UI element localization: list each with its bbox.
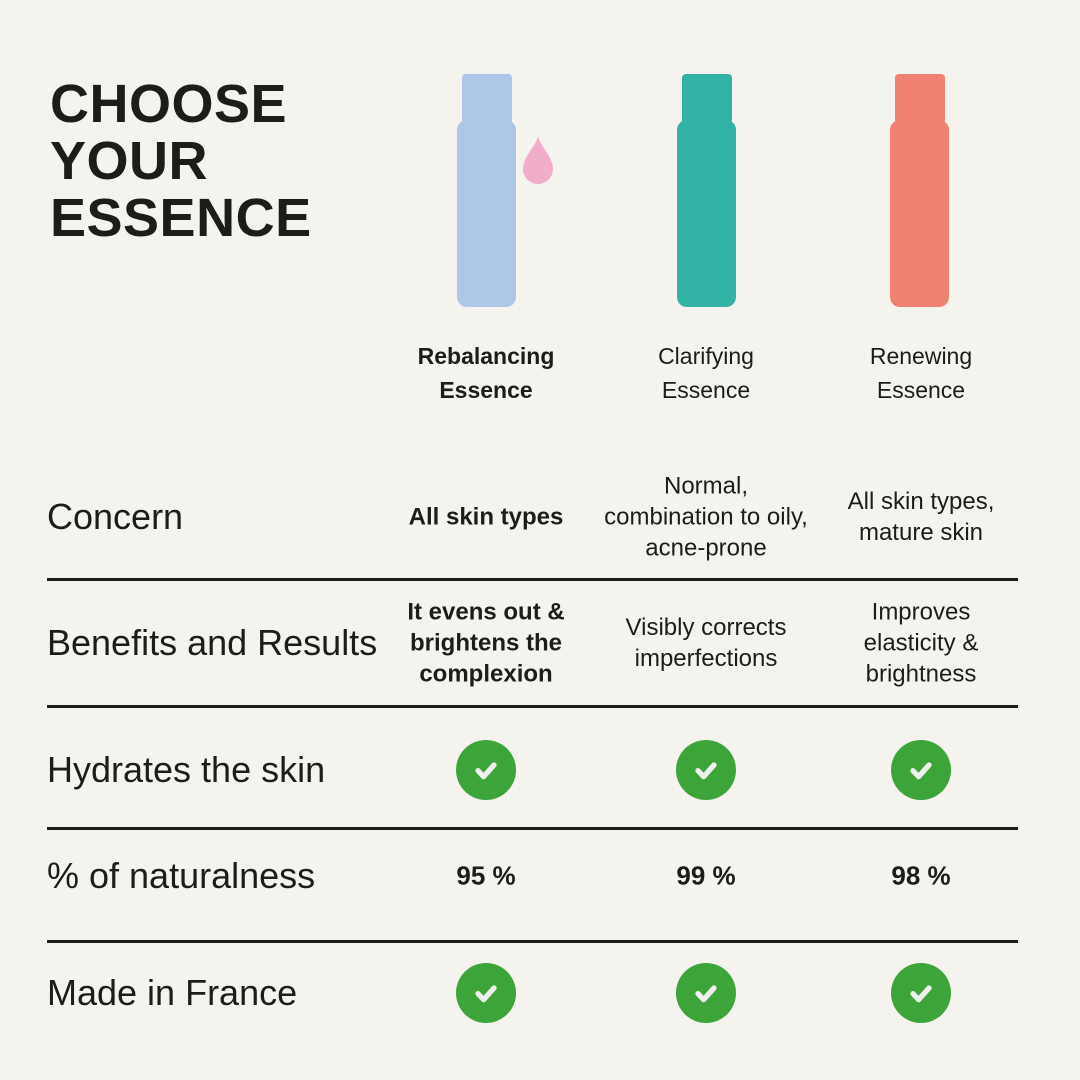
bottle-cap [461, 74, 512, 122]
cell-naturalness-rebalancing: 95 % [456, 860, 516, 891]
check-circle-icon [891, 963, 951, 1023]
cell-naturalness-renewing: 98 % [891, 860, 951, 891]
row-label-naturalness: % of naturalness [47, 855, 316, 896]
cell-concern-clarifying: Normal, combination to oily, acne-prone [604, 472, 808, 562]
product-name-clarifying: Clarifying Essence [658, 343, 754, 403]
bottle-body [677, 120, 736, 307]
check-mark [910, 762, 932, 780]
page-title: CHOOSE YOUR ESSENCE [50, 74, 312, 248]
row-label-made-in-france: Made in France [47, 972, 298, 1013]
divider [47, 705, 1018, 708]
cell-benefits-rebalancing: It evens out & brightens the complexion [407, 598, 565, 688]
cell-naturalness-clarifying: 99 % [676, 860, 736, 891]
cell-benefits-clarifying: Visibly corrects imperfections [625, 614, 787, 672]
check-circle-icon [456, 963, 516, 1023]
product-name-renewing: Renewing Essence [869, 343, 973, 403]
divider [47, 578, 1018, 581]
row-label-benefits: Benefits and Results [47, 622, 378, 663]
bottle-body [457, 120, 516, 307]
check-circle-icon [676, 740, 736, 800]
bottle-body [890, 120, 949, 307]
row-label-hydrates: Hydrates the skin [47, 749, 326, 790]
check-mark [910, 985, 932, 1003]
cell-concern-renewing: All skin types, mature skin [847, 488, 995, 546]
cell-concern-rebalancing: All skin types [408, 503, 564, 531]
check-circle-icon [676, 963, 736, 1023]
check-mark [695, 762, 717, 780]
product-name-rebalancing: Rebalancing Essence [417, 343, 555, 403]
check-mark [475, 762, 497, 780]
bottle-illustration-clarifying [677, 74, 736, 307]
check-mark [475, 985, 497, 1003]
bottle-cap [681, 74, 732, 122]
check-mark [695, 985, 717, 1003]
droplet-icon [523, 136, 553, 184]
divider [47, 827, 1018, 830]
check-circle-icon [891, 740, 951, 800]
row-label-concern: Concern [47, 496, 184, 537]
bottle-illustration-renewing [890, 74, 949, 307]
divider [47, 940, 1018, 943]
bottle-cap [894, 74, 945, 122]
check-circle-icon [456, 740, 516, 800]
bottle-illustration-rebalancing [457, 74, 516, 307]
cell-benefits-renewing: Improves elasticity & brightness [863, 598, 979, 688]
